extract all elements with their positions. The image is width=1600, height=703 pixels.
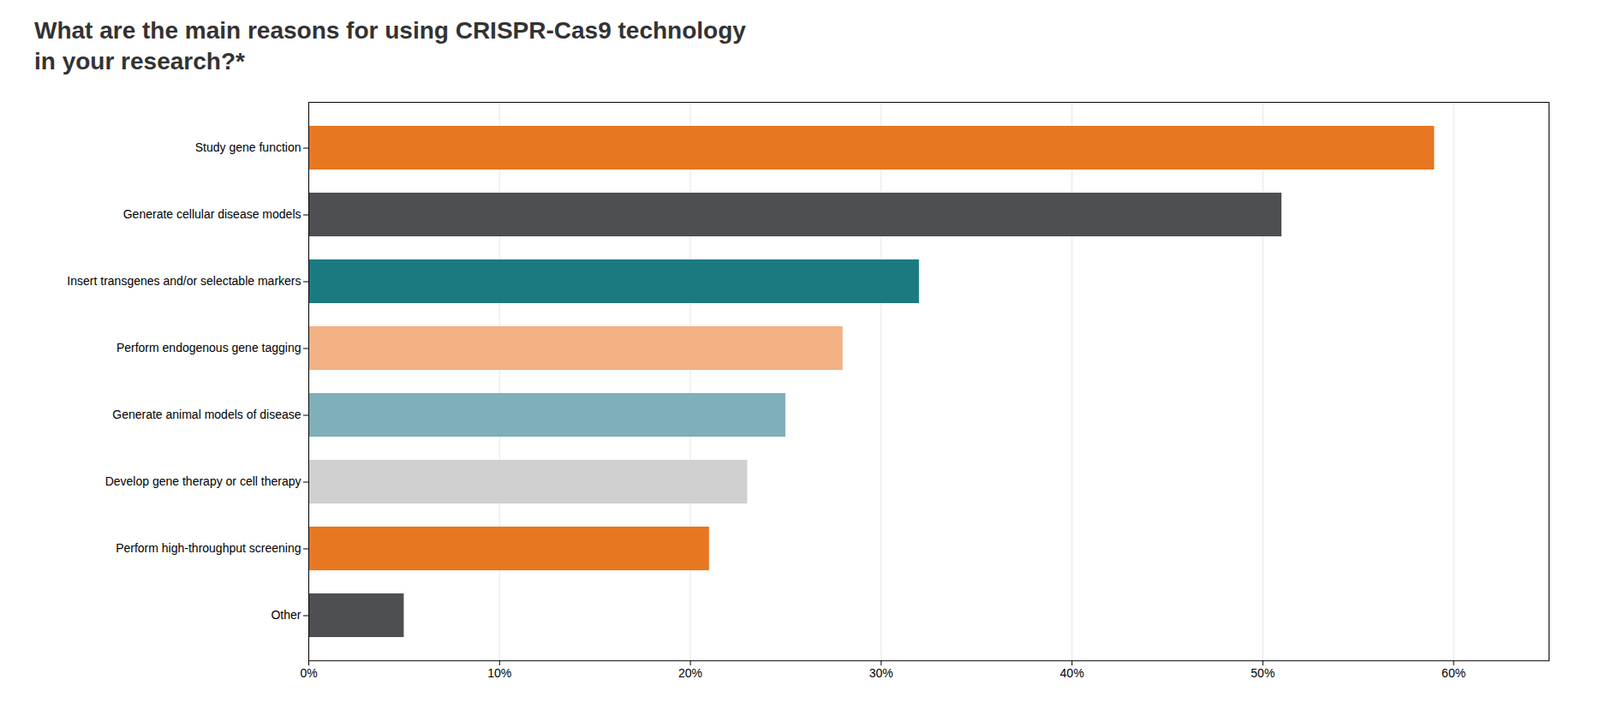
svg-text:50%: 50% <box>1250 665 1275 680</box>
svg-text:Insert transgenes and/or selec: Insert transgenes and/or selectable mark… <box>66 274 301 288</box>
svg-text:Generate animal models of dise: Generate animal models of disease <box>112 407 301 422</box>
svg-text:Other: Other <box>270 608 301 622</box>
svg-text:60%: 60% <box>1441 665 1466 680</box>
svg-text:30%: 30% <box>869 665 894 680</box>
svg-text:10%: 10% <box>487 665 512 680</box>
svg-text:0%: 0% <box>299 665 317 680</box>
svg-text:Perform endogenous gene taggin: Perform endogenous gene tagging <box>116 340 302 355</box>
svg-text:Develop gene therapy or cell t: Develop gene therapy or cell therapy <box>105 474 302 489</box>
svg-text:Study gene function: Study gene function <box>195 140 302 155</box>
svg-text:Generate cellular disease mode: Generate cellular disease models <box>123 207 302 221</box>
svg-text:20%: 20% <box>678 665 703 680</box>
svg-text:Perform high-throughput screen: Perform high-throughput screening <box>115 541 301 556</box>
html-text:What are the main reasons for: What are the main reasons for using CRIS… <box>34 17 746 44</box>
svg-text:40%: 40% <box>1060 665 1085 680</box>
html-text:in your research?*: in your research?* <box>34 48 245 75</box>
